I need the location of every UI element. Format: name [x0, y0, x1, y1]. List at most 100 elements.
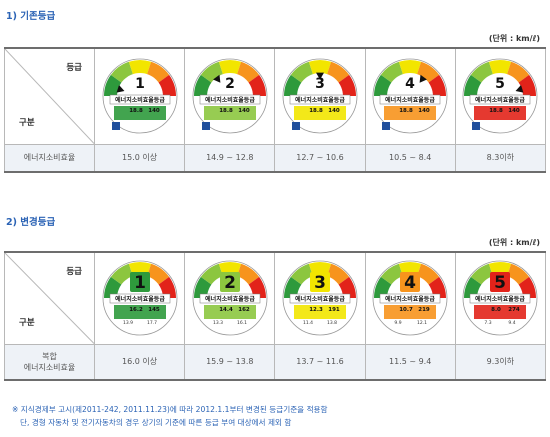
- highway-value: 16.1: [237, 320, 247, 326]
- efficiency-label-new-grade-5: 5 에너지소비효율등급 8.0 274 7.3 9.4: [462, 260, 538, 336]
- efficiency-value: 16.2: [129, 307, 143, 313]
- range-grade-4: 10.5 ~ 8.4: [364, 143, 456, 173]
- grade-number: 2: [225, 76, 235, 92]
- efficiency-value: 18.8: [309, 108, 323, 114]
- grade-number: 2: [224, 273, 236, 293]
- efficiency-value: 12.3: [309, 307, 323, 313]
- efficiency-label-old-grade-5: 5 에너지소비효율등급 18.8 140: [462, 58, 538, 134]
- range-grade-4: 11.5 ~ 9.4: [364, 343, 456, 381]
- grade-number: 3: [314, 273, 326, 293]
- values-box: [293, 305, 346, 320]
- label-title: 에너지소비효율등급: [385, 295, 435, 303]
- efficiency-value: 14.4: [219, 307, 233, 313]
- label-title: 에너지소비효율등급: [476, 96, 526, 104]
- range-grade-5: 8.3이하: [454, 143, 547, 173]
- pointer-icon: [116, 85, 125, 93]
- highway-value: 13.8: [327, 320, 337, 326]
- range-grade-1: 16.0 이상: [93, 343, 186, 381]
- efficiency-label-new-grade-4: 4 에너지소비효율등급 10.7 219 9.9 12.1: [372, 260, 448, 336]
- note-line-2: 단, 경형 자동차 및 전기자동차의 경우 상기의 기준에 따른 등급 부여 대…: [20, 418, 292, 427]
- grade-number-box: [490, 272, 511, 293]
- diagonal-line: [5, 49, 94, 144]
- title-bar: [470, 95, 531, 105]
- section2-unit: (단위 : km/ℓ): [488, 238, 540, 247]
- grade-number-box: [309, 272, 330, 293]
- efficiency-value: 18.8: [490, 108, 504, 114]
- certification-icon: [201, 122, 210, 131]
- range-grade-3: 13.7 ~ 11.6: [274, 343, 366, 381]
- grade-number-box: [400, 272, 421, 293]
- range-grade-2: 15.9 ~ 13.8: [184, 343, 276, 381]
- new-label-cell: 4 에너지소비효율등급 10.7 219 9.9 12.1: [364, 251, 456, 345]
- label-title: 에너지소비효율등급: [205, 295, 255, 303]
- label-title: 에너지소비효율등급: [115, 295, 165, 303]
- co2-value: 274: [509, 307, 521, 313]
- row-label-line1: 복합: [42, 351, 57, 361]
- efficiency-label-old-grade-2: 2 에너지소비효율등급 18.8 140: [192, 58, 268, 134]
- co2-value: 140: [238, 108, 250, 114]
- table-header-cell: 등급 구분: [4, 251, 95, 345]
- efficiency-value: 10.7: [399, 307, 413, 313]
- efficiency-label-old-grade-4: 4 에너지소비효율등급 18.8 140: [372, 58, 448, 134]
- pointer-icon: [515, 85, 524, 93]
- title-bar: [379, 95, 441, 105]
- grade-table-new: 등급 구분 1 에너지소비효율등급 16.2 145 13.9 17.7 2 에너지소비효율…: [4, 251, 547, 381]
- city-value: 11.4: [303, 320, 313, 326]
- label-title: 에너지소비효율등급: [115, 96, 165, 104]
- highway-value: 9.4: [509, 320, 516, 326]
- old-label-cell: 1 에너지소비효율등급 18.8 140: [93, 47, 186, 145]
- title-bar: [199, 294, 261, 304]
- grade-number-box: [129, 272, 150, 293]
- efficiency-value: 18.8: [399, 108, 413, 114]
- row-label-efficiency: 에너지소비효율: [4, 143, 95, 173]
- new-label-cell: 2 에너지소비효율등급 14.4 162 13.3 16.1: [184, 251, 276, 345]
- label-title: 에너지소비효율등급: [205, 96, 255, 104]
- efficiency-value: 18.8: [129, 108, 143, 114]
- pointer-icon: [212, 75, 221, 84]
- row-label-combined-efficiency: 복합 에너지소비효율: [4, 343, 95, 381]
- title-bar: [289, 95, 351, 105]
- efficiency-value: 18.8: [219, 108, 233, 114]
- diagonal-line: [5, 253, 94, 344]
- city-value: 13.3: [213, 320, 223, 326]
- new-label-cell: 1 에너지소비효율등급 16.2 145 13.9 17.7: [93, 251, 186, 345]
- label-title: 에너지소비효율등급: [476, 295, 526, 303]
- header-grade: 등급: [66, 63, 82, 73]
- values-box: [293, 106, 346, 121]
- pointer-icon: [419, 75, 428, 84]
- header-division: 구분: [19, 117, 35, 128]
- table-header-cell: 등급 구분: [4, 47, 95, 145]
- efficiency-label-new-grade-1: 1 에너지소비효율등급 16.2 145 13.9 17.7: [102, 260, 177, 336]
- certification-icon: [291, 122, 300, 131]
- efficiency-label-new-grade-2: 2 에너지소비효율등급 14.4 162 13.3 16.1: [192, 260, 268, 336]
- grade-number: 4: [405, 76, 415, 92]
- city-value: 7.3: [485, 320, 492, 326]
- new-label-cell: 3 에너지소비효율등급 12.3 191 11.4 13.8: [274, 251, 366, 345]
- values-box: [474, 106, 527, 121]
- co2-value: 162: [238, 307, 250, 313]
- range-grade-1: 15.0 이상: [93, 143, 186, 173]
- title-bar: [289, 294, 351, 304]
- old-label-cell: 3 에너지소비효율등급 18.8 140: [274, 47, 366, 145]
- pointer-icon: [315, 72, 324, 80]
- grade-number: 5: [496, 76, 506, 92]
- grade-number: 5: [494, 273, 506, 293]
- values-box: [113, 305, 166, 320]
- title-bar: [199, 95, 261, 105]
- note-line-1: ※ 지식경제부 고시(제2011-242, 2011.11.23)에 따라 20…: [12, 405, 328, 414]
- old-label-cell: 2 에너지소비효율등급 18.8 140: [184, 47, 276, 145]
- values-box: [113, 106, 166, 121]
- city-value: 13.9: [123, 320, 133, 326]
- range-grade-2: 14.9 ~ 12.8: [184, 143, 276, 173]
- grade-number: 1: [134, 273, 146, 293]
- header-grade: 등급: [66, 267, 82, 277]
- co2-value: 140: [148, 108, 160, 114]
- co2-value: 140: [418, 108, 430, 114]
- old-label-cell: 5 에너지소비효율등급 18.8 140: [454, 47, 547, 145]
- section2-title: 2) 변경등급: [6, 217, 56, 228]
- label-title: 에너지소비효율등급: [295, 295, 345, 303]
- grade-number: 1: [135, 76, 145, 92]
- grade-number-box: [219, 272, 240, 293]
- city-value: 9.9: [395, 320, 402, 326]
- efficiency-label-old-grade-3: 3 에너지소비효율등급 18.8 140: [282, 58, 358, 134]
